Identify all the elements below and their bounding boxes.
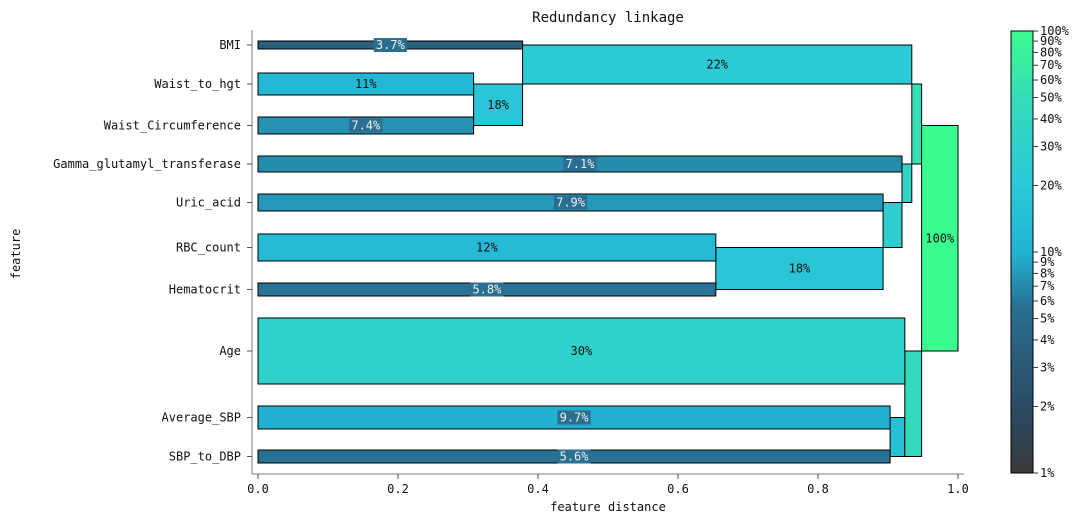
colorbar-tick-label: 80% xyxy=(1040,45,1062,59)
cluster-box xyxy=(882,202,903,248)
colorbar-tick-label: 20% xyxy=(1040,178,1062,192)
plot-area: 18% 22% 18% 100% 3.7% 11% 7.4% 7.1% 7.9% 12% 5.8% 3… xyxy=(257,38,959,464)
y-tick-label: Age xyxy=(219,344,241,358)
colorbar-tick-label: 3% xyxy=(1040,361,1055,375)
y-tick-label: RBC_count xyxy=(176,241,241,255)
x-tick-label: 0.2 xyxy=(387,482,409,496)
y-tick-label: Waist_to_hgt xyxy=(154,77,241,91)
bar-label-bg xyxy=(349,118,383,133)
feature-bar xyxy=(257,317,906,385)
cluster-box xyxy=(901,163,913,203)
y-tick-label: Hematocrit xyxy=(169,283,241,297)
cluster-label: 18% xyxy=(789,262,811,276)
y-tick-label: BMI xyxy=(219,38,241,52)
x-axis-label: feature distance xyxy=(550,500,666,514)
cluster-box xyxy=(889,417,906,457)
bar-label: 7.1% xyxy=(566,157,596,171)
bar-label-bg xyxy=(553,195,588,210)
cluster-label: 18% xyxy=(487,98,509,112)
bar-label: 3.7% xyxy=(376,38,406,52)
y-tick-label: Waist_Circumference xyxy=(104,119,241,133)
colorbar-tick-label: 10% xyxy=(1040,245,1062,259)
x-axis: 0.0 0.2 0.4 0.6 0.8 1.0 xyxy=(247,473,969,496)
x-tick-label: 0.8 xyxy=(807,482,829,496)
bar-label: 5.8% xyxy=(472,283,502,297)
y-tick-label: Average_SBP xyxy=(162,411,241,425)
y-tick-label: SBP_to_DBP xyxy=(169,450,241,464)
bar-label-bg xyxy=(373,38,407,52)
bar-label-bg xyxy=(557,410,591,425)
x-tick-label: 0.0 xyxy=(247,482,269,496)
colorbar-gradient xyxy=(1010,30,1034,474)
y-axis: BMI Waist_to_hgt Waist_Circumference Gamma_… xyxy=(53,30,253,474)
cluster-box xyxy=(911,83,923,165)
bar-label: 9.7% xyxy=(560,411,590,425)
feature-bar xyxy=(257,233,717,262)
cluster-label: 22% xyxy=(706,58,728,72)
x-tick-label: 0.6 xyxy=(667,482,689,496)
feature-bar xyxy=(257,72,475,96)
colorbar-tick-label: 1% xyxy=(1040,466,1055,480)
bar-label-bg xyxy=(470,282,504,297)
colorbar-tick-label: 50% xyxy=(1040,91,1062,105)
bar-label-bg xyxy=(563,157,597,171)
cluster-box xyxy=(904,350,923,457)
colorbar-tick-label: 30% xyxy=(1040,140,1062,154)
cluster-box xyxy=(473,83,524,126)
bar-label: 30% xyxy=(571,344,593,358)
colorbar-tick-label: 90% xyxy=(1040,34,1062,48)
cluster-label: 100% xyxy=(925,231,955,245)
colorbar-tick-label: 5% xyxy=(1040,312,1055,326)
colorbar-tick-label: 4% xyxy=(1040,333,1055,347)
colorbar-tick-label: 60% xyxy=(1040,73,1062,87)
y-tick-label: Uric_acid xyxy=(176,196,241,210)
bar-label: 12% xyxy=(476,241,498,255)
cluster-box xyxy=(522,44,913,85)
colorbar-tick-label: 100% xyxy=(1040,24,1070,38)
colorbar-tick-label: 9% xyxy=(1040,255,1055,269)
colorbar-tick-label: 7% xyxy=(1040,279,1055,293)
bar-label-bg xyxy=(557,449,591,464)
colorbar: 1% 2% 3% 4% 5% 6%7%8%9%10% 20% 30% 40% 50% 60%70%8… xyxy=(1010,24,1070,480)
colorbar-tick-label: 70% xyxy=(1040,58,1062,72)
colorbar-tick-label: 8% xyxy=(1040,266,1055,280)
y-tick-label: Gamma_glutamyl_transferase xyxy=(53,157,241,171)
bar-label: 7.9% xyxy=(556,196,586,210)
colorbar-tick-label: 6% xyxy=(1040,294,1055,308)
colorbar-tick-label: 40% xyxy=(1040,112,1062,126)
bar-label: 7.4% xyxy=(351,119,381,133)
bar-label: 5.6% xyxy=(560,450,590,464)
colorbar-tick-label: 2% xyxy=(1040,399,1055,413)
x-tick-label: 0.4 xyxy=(527,482,549,496)
y-axis-label: feature xyxy=(9,229,23,280)
bar-label: 11% xyxy=(355,77,377,91)
cluster-box xyxy=(921,125,959,352)
x-tick-label: 1.0 xyxy=(947,482,969,496)
chart-title: Redundancy linkage xyxy=(532,10,684,26)
cluster-box xyxy=(715,247,884,290)
